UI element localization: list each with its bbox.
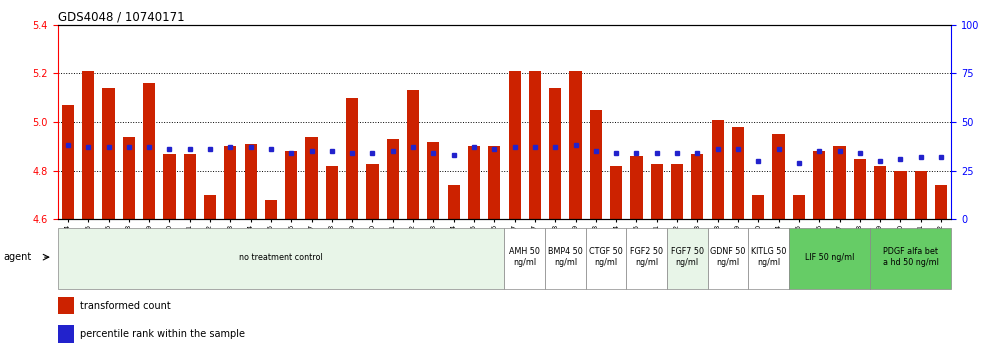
Bar xyxy=(468,147,480,219)
Bar xyxy=(752,195,764,219)
Bar xyxy=(611,166,622,219)
Bar xyxy=(870,228,951,289)
Bar xyxy=(789,228,870,289)
Bar xyxy=(143,83,155,219)
Bar xyxy=(488,147,500,219)
Text: GDS4048 / 10740171: GDS4048 / 10740171 xyxy=(58,11,184,24)
Bar xyxy=(732,127,744,219)
Bar xyxy=(813,152,826,219)
Text: KITLG 50
ng/ml: KITLG 50 ng/ml xyxy=(751,247,786,267)
Text: agent: agent xyxy=(3,252,31,262)
Bar xyxy=(103,88,115,219)
Text: transformed count: transformed count xyxy=(80,301,171,310)
Text: no treatment control: no treatment control xyxy=(239,253,323,262)
Bar xyxy=(505,228,545,289)
Bar xyxy=(590,110,602,219)
Bar xyxy=(82,71,95,219)
Bar xyxy=(626,228,667,289)
Bar xyxy=(630,156,642,219)
Bar xyxy=(285,152,298,219)
Bar xyxy=(894,171,906,219)
Bar xyxy=(386,139,398,219)
Bar xyxy=(529,71,541,219)
Bar xyxy=(58,297,74,314)
Bar xyxy=(58,325,74,343)
Text: LIF 50 ng/ml: LIF 50 ng/ml xyxy=(805,253,854,262)
Bar xyxy=(586,228,626,289)
Bar xyxy=(245,144,257,219)
Bar xyxy=(793,195,805,219)
Bar xyxy=(671,164,683,219)
Bar xyxy=(204,195,216,219)
Bar xyxy=(549,88,562,219)
Bar xyxy=(58,228,505,289)
Bar xyxy=(509,71,521,219)
Bar xyxy=(545,228,586,289)
Text: BMP4 50
ng/ml: BMP4 50 ng/ml xyxy=(548,247,583,267)
Bar xyxy=(570,71,582,219)
Bar xyxy=(447,185,460,219)
Bar xyxy=(62,105,74,219)
Text: percentile rank within the sample: percentile rank within the sample xyxy=(80,329,245,339)
Bar xyxy=(748,228,789,289)
Bar xyxy=(306,137,318,219)
Bar xyxy=(691,154,703,219)
Bar xyxy=(773,134,785,219)
Text: CTGF 50
ng/ml: CTGF 50 ng/ml xyxy=(589,247,622,267)
Bar xyxy=(183,154,196,219)
Bar xyxy=(711,120,724,219)
Text: FGF2 50
ng/ml: FGF2 50 ng/ml xyxy=(630,247,663,267)
Text: AMH 50
ng/ml: AMH 50 ng/ml xyxy=(509,247,540,267)
Bar xyxy=(667,228,707,289)
Bar xyxy=(427,142,439,219)
Bar xyxy=(123,137,134,219)
Bar xyxy=(224,147,236,219)
Bar xyxy=(346,98,359,219)
Bar xyxy=(407,91,419,219)
Bar xyxy=(854,159,866,219)
Text: FGF7 50
ng/ml: FGF7 50 ng/ml xyxy=(670,247,704,267)
Text: PDGF alfa bet
a hd 50 ng/ml: PDGF alfa bet a hd 50 ng/ml xyxy=(882,247,938,267)
Bar xyxy=(707,228,748,289)
Text: GDNF 50
ng/ml: GDNF 50 ng/ml xyxy=(710,247,746,267)
Bar xyxy=(367,164,378,219)
Bar xyxy=(914,171,927,219)
Bar xyxy=(834,147,846,219)
Bar xyxy=(935,185,947,219)
Bar xyxy=(265,200,277,219)
Bar xyxy=(650,164,663,219)
Bar xyxy=(326,166,338,219)
Bar xyxy=(163,154,175,219)
Bar xyxy=(874,166,886,219)
